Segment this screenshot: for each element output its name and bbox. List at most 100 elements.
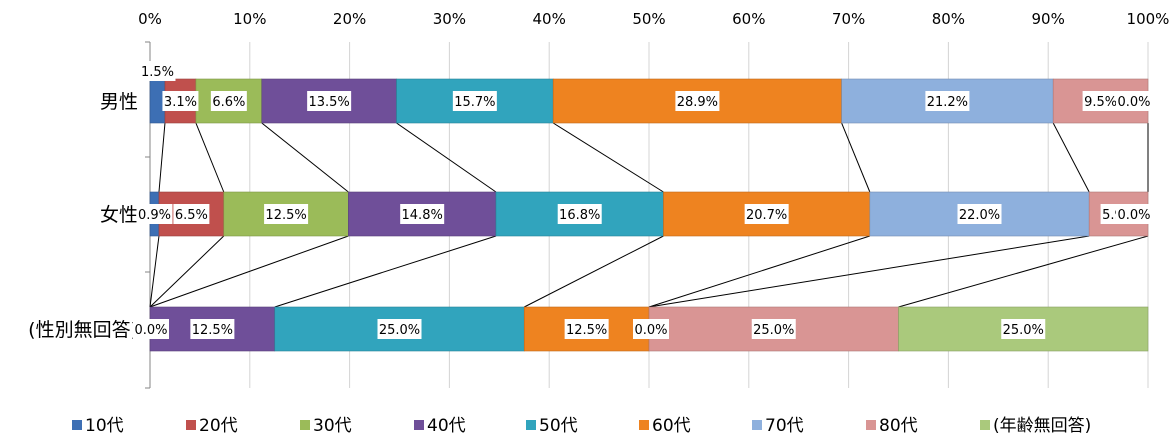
data-label-bg <box>1116 204 1152 224</box>
data-label: 0.9% <box>136 204 173 224</box>
data-label-text: 1.5% <box>141 65 174 80</box>
data-label-text: 0.0% <box>134 323 167 338</box>
data-label-text: 0.0% <box>1117 208 1150 223</box>
x-tick-label: 60% <box>732 10 765 28</box>
data-label-bg <box>307 91 352 111</box>
x-tick-label: 40% <box>533 10 566 28</box>
category-label: 女性 <box>100 204 138 226</box>
data-label: 21.2% <box>925 91 970 111</box>
data-label-text: 9.5% <box>1084 95 1117 110</box>
data-label: 1.5% <box>139 61 176 81</box>
category-label: 男性 <box>100 91 138 113</box>
x-tick-label: 30% <box>433 10 466 28</box>
legend-label: 10代 <box>85 416 124 436</box>
series-line <box>261 122 349 193</box>
data-label-text: 15.7% <box>454 95 495 110</box>
data-label-text: 25.0% <box>379 323 420 338</box>
x-tick-labels: 0% 10% 20% 30% 40% 50% 60% 70% 80% 90% 100% <box>138 10 1169 28</box>
series-line <box>195 122 225 193</box>
data-label-text: 25.0% <box>1003 323 1044 338</box>
x-tick-label: 10% <box>233 10 266 28</box>
data-label-bg <box>210 91 247 111</box>
data-label-text: 13.5% <box>308 95 349 110</box>
series-line <box>524 235 664 308</box>
data-label-bg <box>400 204 445 224</box>
data-label-bg <box>557 204 602 224</box>
legend-swatch <box>72 420 82 430</box>
legend-label: 80代 <box>879 416 918 436</box>
data-label: 12.5% <box>190 319 235 339</box>
data-label-bg <box>744 204 789 224</box>
series-lines <box>149 122 1149 308</box>
data-label-text: 28.9% <box>677 95 718 110</box>
legend-label: 30代 <box>313 416 352 436</box>
data-label-bg <box>1001 319 1046 339</box>
series-line <box>898 235 1149 308</box>
data-label-bg <box>133 319 169 339</box>
data-label: 16.8% <box>557 204 602 224</box>
data-label: 12.5% <box>264 204 309 224</box>
data-label: 6.6% <box>210 91 247 111</box>
data-label: 25.0% <box>751 319 796 339</box>
legend-swatch <box>414 420 424 430</box>
data-label-bg <box>264 204 309 224</box>
data-label: 6.5% <box>173 204 210 224</box>
data-label-bg <box>751 319 796 339</box>
x-tick-label: 80% <box>932 10 965 28</box>
data-label-text: 25.0% <box>753 323 794 338</box>
legend-label: 70代 <box>765 416 804 436</box>
bar-segments <box>149 78 1149 352</box>
series-line <box>648 235 870 308</box>
x-tick-label: 100% <box>1127 10 1170 28</box>
data-label-text: 20.7% <box>746 208 787 223</box>
x-tick-label: 50% <box>632 10 665 28</box>
data-label-text: 12.5% <box>265 208 306 223</box>
data-label: 14.8% <box>400 204 445 224</box>
legend-label: 60代 <box>652 416 691 436</box>
series-line <box>648 235 1090 308</box>
legend-swatch <box>186 420 196 430</box>
legend-item: 80代 <box>866 416 918 436</box>
data-label: 0.0% <box>1116 204 1152 224</box>
legend-item: (年齢無回答) <box>980 416 1091 436</box>
data-label-bg <box>377 319 422 339</box>
legend-item: 70代 <box>752 416 804 436</box>
data-label: 0.0% <box>1116 91 1152 111</box>
data-label-bg <box>173 204 210 224</box>
data-label: 25.0% <box>377 319 422 339</box>
legend-label: 40代 <box>427 416 466 436</box>
legend-item: 10代 <box>72 416 124 436</box>
data-label-bg <box>633 319 669 339</box>
data-label-bg <box>190 319 235 339</box>
legend-swatch <box>866 420 876 430</box>
series-line <box>149 235 160 308</box>
data-label-bg <box>564 319 609 339</box>
bar-segment-0-3 <box>261 78 397 124</box>
data-label-text: 0.9% <box>138 208 171 223</box>
legend-swatch <box>980 420 990 430</box>
legend: 10代 20代 30代 40代 50代 60代 70代 80代 (年齢無回答) <box>72 416 1091 436</box>
data-label-bg <box>136 204 173 224</box>
legend-label: (年齢無回答) <box>993 416 1091 436</box>
x-tick-label: 20% <box>333 10 366 28</box>
series-line <box>396 122 497 193</box>
data-label-bg <box>139 61 176 81</box>
data-label: 0.0% <box>633 319 669 339</box>
x-tick-label: 90% <box>1032 10 1065 28</box>
legend-swatch <box>752 420 762 430</box>
legend-label: 50代 <box>539 416 578 436</box>
data-label-bg <box>452 91 497 111</box>
legend-label: 20代 <box>199 416 238 436</box>
series-line <box>1052 122 1090 193</box>
x-tick-label: 70% <box>832 10 865 28</box>
data-label-text: 6.6% <box>212 95 245 110</box>
data-label-text: 0.0% <box>634 323 667 338</box>
data-label: 9.5% <box>1082 91 1119 111</box>
legend-item: 50代 <box>526 416 578 436</box>
data-labels: 1.5%3.1% 6.6% 13.5% 15.7% 28.9% 21.2% 9.5% 0.0%… <box>133 61 1152 339</box>
data-label-text: 3.1% <box>164 95 197 110</box>
data-label-bg <box>925 91 970 111</box>
data-label-text: 16.8% <box>559 208 600 223</box>
